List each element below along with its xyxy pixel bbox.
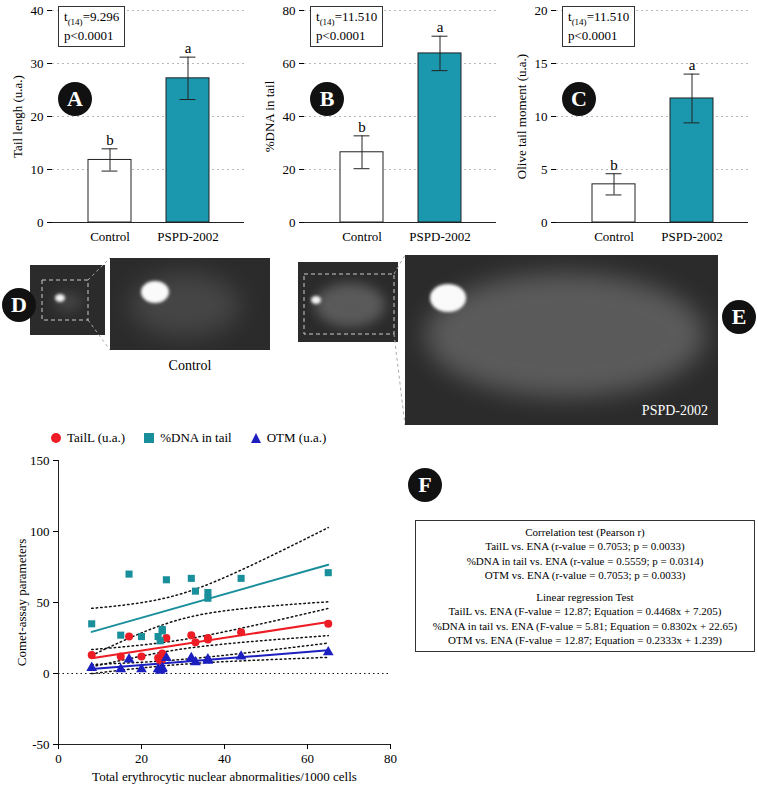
svg-text:0: 0 [55, 751, 62, 766]
svg-text:100: 100 [30, 524, 50, 539]
svg-text:Olive tail moment (u.a.): Olive tail moment (u.a.) [514, 54, 529, 179]
svg-text:b: b [610, 157, 618, 173]
html-text:OTM vs. ENA (r-value = 0.7053;: OTM vs. ENA (r-value = 0.7053; p = 0.003… [484, 568, 686, 581]
svg-text:Control: Control [90, 229, 130, 244]
html-text:%DNA in tail vs. ENA (r-value: %DNA in tail vs. ENA (r-value = 0.5559; … [466, 554, 704, 567]
html-text:Correlation test (Pearson r): Correlation test (Pearson r) [525, 526, 645, 538]
svg-text:a: a [689, 57, 696, 73]
svg-text:80: 80 [283, 3, 296, 18]
svg-text:-50: -50 [32, 737, 49, 752]
svg-text:Comet-assay parameters: Comet-assay parameters [14, 539, 29, 666]
html-text:OTM vs. ENA (F-value = 12.87;: OTM vs. ENA (F-value = 12.87; Equation =… [448, 634, 722, 647]
svg-text:30: 30 [31, 56, 44, 71]
svg-text:150: 150 [30, 453, 50, 468]
html-text:p<0.0001: p<0.0001 [64, 27, 114, 43]
svg-text:20: 20 [135, 751, 148, 766]
svg-text:20: 20 [535, 3, 548, 18]
html-text:E: E [731, 304, 747, 329]
svg-text:60: 60 [301, 751, 314, 766]
html-text:t(14)=11.510: t(14)=11.510 [316, 9, 378, 27]
svg-text:20: 20 [31, 109, 44, 124]
svg-text:10: 10 [535, 109, 548, 124]
svg-text:PSPD-2002: PSPD-2002 [661, 229, 722, 244]
svg-text:a: a [185, 40, 192, 56]
html-text:B: B [319, 86, 335, 111]
svg-text:0: 0 [37, 215, 44, 230]
html-text:Linear regression Test: Linear regression Test [536, 591, 634, 604]
html-text:t(14)=9.296: t(14)=9.296 [64, 9, 120, 27]
svg-text:5: 5 [541, 162, 548, 177]
html-text:OTM (u.a.): OTM (u.a.) [266, 430, 327, 445]
svg-text:60: 60 [283, 56, 296, 71]
svg-text:%DNA in tail: %DNA in tail [262, 80, 277, 152]
svg-text:Tail lengh (u.a.): Tail lengh (u.a.) [10, 75, 25, 158]
svg-text:a: a [437, 19, 444, 35]
svg-text:40: 40 [283, 109, 296, 124]
svg-text:0: 0 [541, 215, 548, 230]
svg-text:0: 0 [43, 666, 50, 681]
html-text:F: F [418, 472, 432, 497]
svg-text:Control: Control [594, 229, 634, 244]
svg-text:10: 10 [31, 162, 44, 177]
svg-text:PSPD-2002: PSPD-2002 [409, 229, 470, 244]
html-text:A: A [67, 86, 83, 111]
svg-text:20: 20 [283, 162, 296, 177]
svg-text:PSPD-2002: PSPD-2002 [157, 229, 218, 244]
html-text:p<0.0001: p<0.0001 [316, 27, 366, 43]
svg-text:PSPD-2002: PSPD-2002 [642, 403, 708, 418]
svg-text:40: 40 [218, 751, 231, 766]
svg-text:80: 80 [384, 751, 397, 766]
svg-text:15: 15 [535, 56, 548, 71]
svg-text:b: b [358, 119, 366, 135]
svg-text:50: 50 [37, 595, 50, 610]
svg-text:b: b [106, 132, 114, 148]
svg-text:0: 0 [289, 215, 296, 230]
html-text:%DNA in tail: %DNA in tail [160, 430, 232, 445]
html-text:t(14)=11.510: t(14)=11.510 [568, 9, 630, 27]
html-text:p<0.0001: p<0.0001 [568, 27, 618, 43]
html-text:D: D [11, 292, 27, 317]
svg-text:Total erythrocytic nuclear abn: Total erythrocytic nuclear abnormalities… [92, 769, 357, 784]
html-text:%DNA in tail vs. ENA (F-value: %DNA in tail vs. ENA (F-value = 5.81; Eq… [432, 619, 738, 632]
svg-text:40: 40 [31, 3, 44, 18]
html-text:TailL vs. ENA (F-value = 12.87: TailL vs. ENA (F-value = 12.87; Equation… [448, 605, 722, 618]
html-text:TailL vs. ENA (r-value = 0.705: TailL vs. ENA (r-value = 0.7053; p = 0.0… [485, 540, 685, 553]
svg-text:Control: Control [169, 358, 212, 373]
html-text:C: C [571, 86, 587, 111]
svg-text:Control: Control [342, 229, 382, 244]
html-text:TailL (u.a.): TailL (u.a.) [67, 430, 126, 445]
